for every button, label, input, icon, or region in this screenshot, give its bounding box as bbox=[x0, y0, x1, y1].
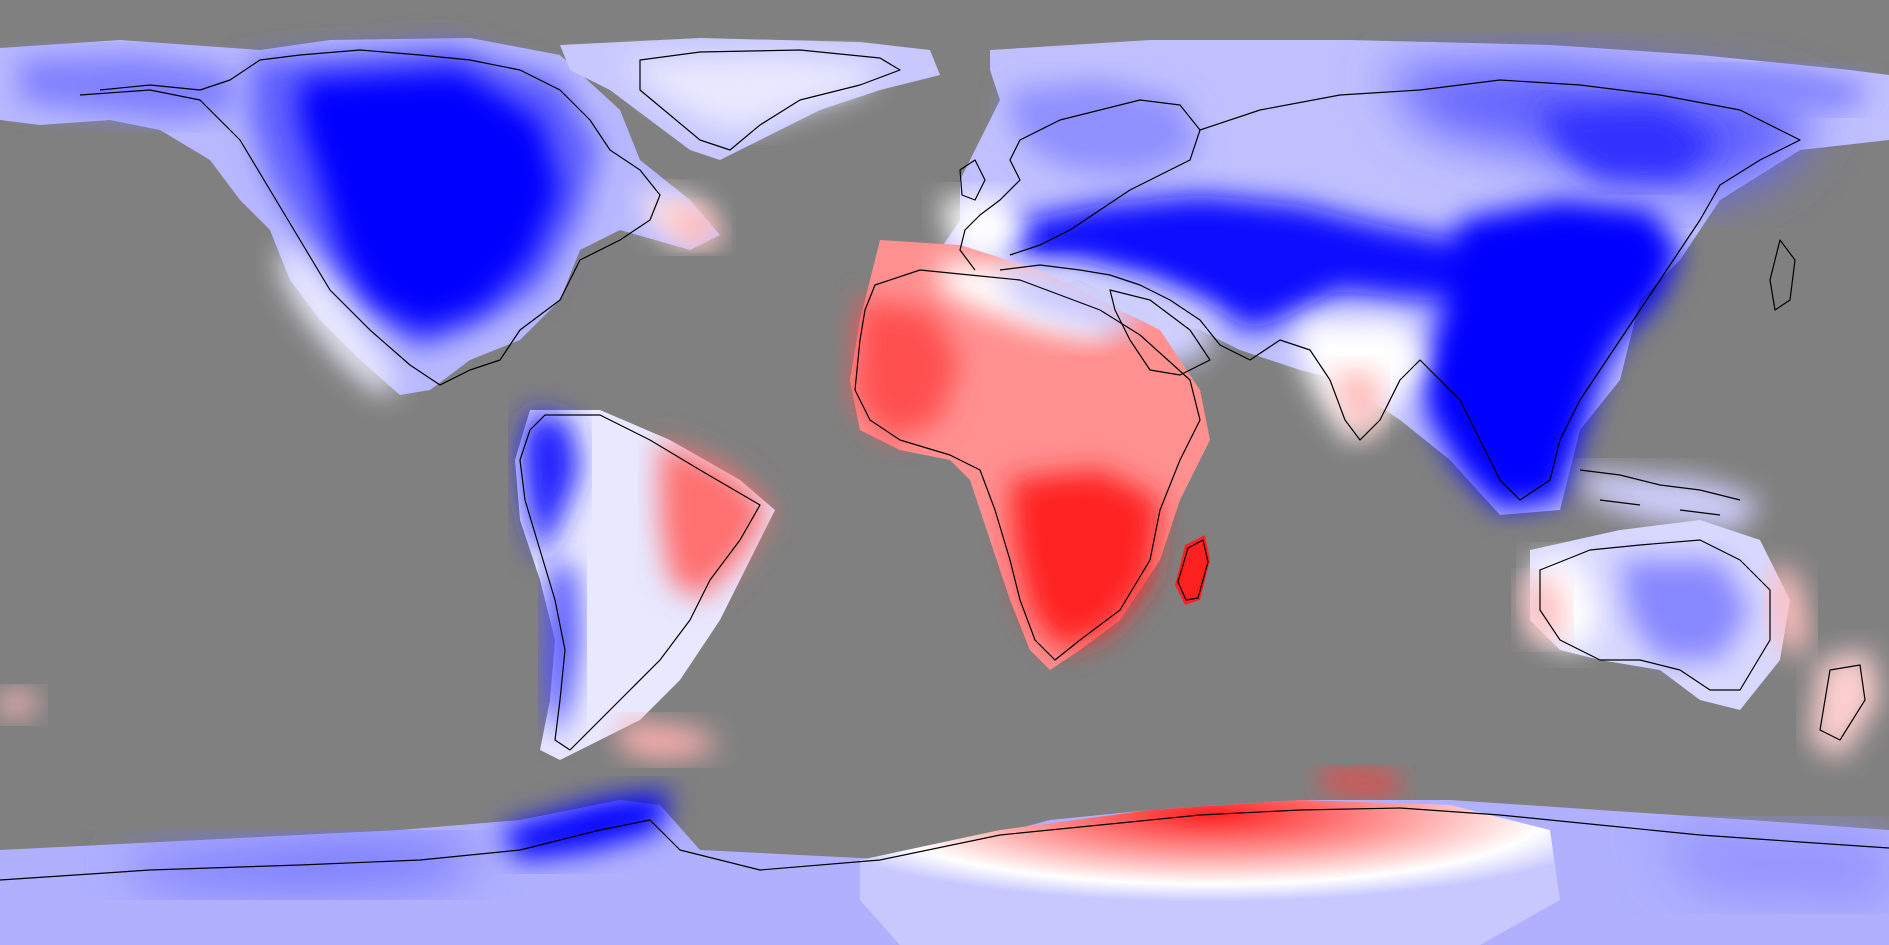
australia-east-pink bbox=[1770, 560, 1810, 660]
coast-greenland bbox=[639, 49, 901, 151]
north-america-deep-blue bbox=[300, 70, 560, 330]
antarctic-red-patch bbox=[1320, 770, 1400, 795]
coastlines bbox=[0, 49, 1889, 881]
siberia-deep-blue bbox=[1540, 105, 1720, 180]
south-america-region bbox=[515, 410, 775, 760]
eurasia-region bbox=[940, 40, 1889, 515]
coast-africa bbox=[854, 269, 1201, 661]
south-america-west-blue bbox=[520, 410, 580, 560]
coast-japan bbox=[1769, 239, 1796, 311]
andes-blue bbox=[545, 560, 580, 740]
coast-arabia bbox=[1109, 289, 1211, 376]
greenland-inner bbox=[620, 55, 880, 130]
antarctica-region bbox=[0, 770, 1889, 945]
australia-west-pink bbox=[1520, 580, 1565, 640]
greenland-region bbox=[560, 38, 940, 160]
australia-region bbox=[0, 470, 1880, 760]
coast-antarctica bbox=[0, 807, 1889, 881]
scandinavia-blue bbox=[1010, 80, 1200, 175]
australia-center-blue bbox=[1620, 560, 1750, 660]
india-pink bbox=[1330, 370, 1380, 440]
coast-south-america bbox=[519, 414, 761, 751]
coast-uk bbox=[959, 159, 986, 201]
nova-scotia-pink bbox=[660, 205, 720, 245]
sahara-light-blue bbox=[1000, 265, 1140, 335]
kamchatka-blue bbox=[1660, 70, 1870, 110]
coast-north-america bbox=[79, 49, 661, 386]
coast-madagascar bbox=[1177, 539, 1209, 601]
coast-southeast-asia-islands bbox=[1579, 469, 1741, 516]
coast-europe bbox=[959, 99, 1201, 271]
patagonia-pink bbox=[620, 720, 720, 760]
pacific-island-pink bbox=[0, 690, 40, 720]
antarctica-east-warm bbox=[860, 800, 1560, 945]
antarctica-east-edge-blue bbox=[1650, 830, 1889, 900]
mexico-west-white bbox=[280, 240, 400, 395]
coast-australia bbox=[1539, 539, 1771, 691]
coast-asia bbox=[999, 79, 1801, 501]
europe-west-white bbox=[940, 195, 1030, 260]
west-africa-red bbox=[855, 300, 960, 440]
new-zealand bbox=[1810, 650, 1880, 760]
antarctic-peninsula-blue bbox=[500, 790, 670, 860]
china-deep-blue bbox=[1420, 200, 1680, 510]
central-asia-band-deep bbox=[1000, 195, 1520, 330]
brazil-red bbox=[660, 440, 770, 600]
maritime-se-asia bbox=[1580, 470, 1760, 530]
coast-new-zealand bbox=[1819, 664, 1866, 741]
north-america-region bbox=[0, 38, 720, 395]
